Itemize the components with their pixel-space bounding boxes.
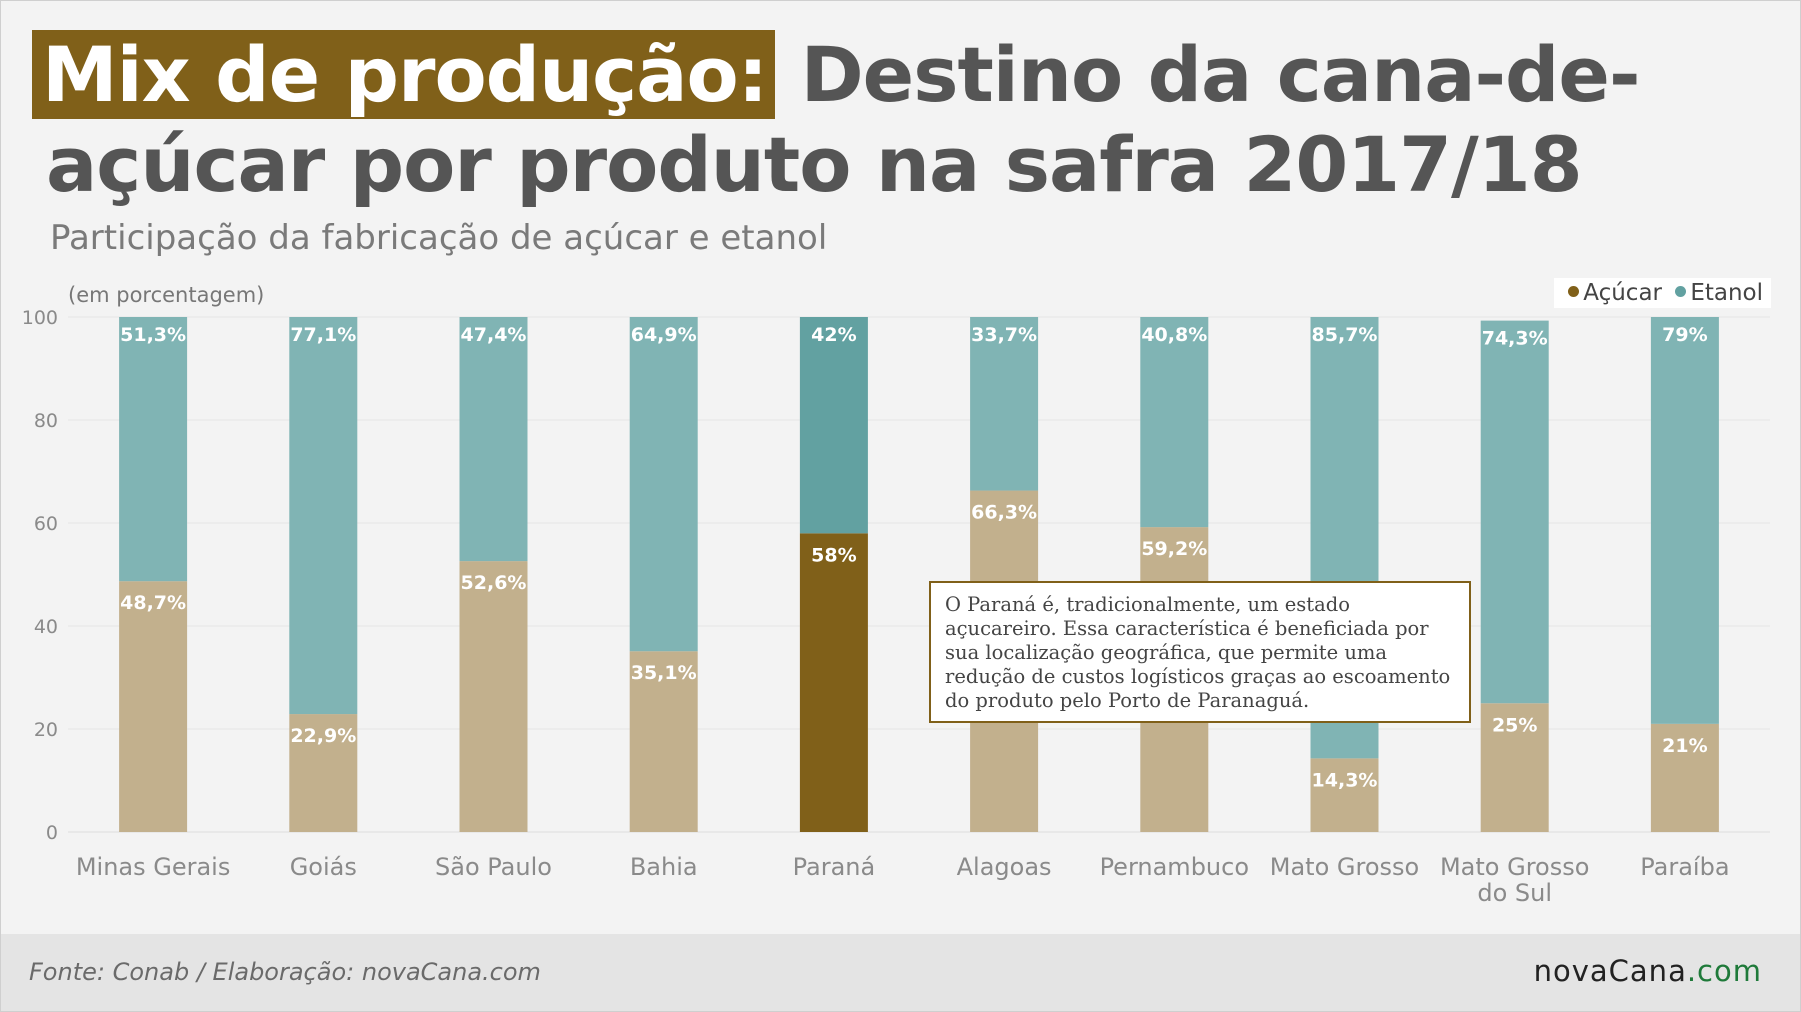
brand-suffix: .com [1686, 954, 1762, 988]
data-label-etanol: 47,4% [461, 324, 527, 346]
unit-note: (em porcentagem) [68, 283, 265, 307]
data-label-acucar: 21% [1662, 735, 1707, 757]
bar-etanol [629, 317, 698, 652]
data-label-acucar: 14,3% [1312, 769, 1378, 791]
bar-acucar [1650, 723, 1719, 832]
data-label-etanol: 42% [811, 324, 856, 346]
chart-subtitle: Participação da fabricação de açúcar e e… [50, 218, 828, 258]
data-label-acucar: 66,3% [971, 502, 1037, 524]
y-tick-label: 40 [34, 616, 58, 638]
source-text: Fonte: Conab / Elaboração: novaCana.com [29, 958, 541, 986]
data-label-etanol: 64,9% [631, 324, 697, 346]
bar-etanol [289, 317, 358, 715]
data-label-acucar: 22,9% [290, 725, 356, 747]
data-label-etanol: 74,3% [1482, 328, 1548, 350]
title-rest: Destino da cana-de-açúcar por produto na… [46, 30, 1641, 209]
data-label-etanol: 85,7% [1312, 324, 1378, 346]
y-tick-label: 80 [34, 410, 58, 432]
bar-etanol [1480, 320, 1549, 704]
bar-etanol [970, 317, 1039, 491]
data-label-etanol: 79% [1662, 324, 1707, 346]
y-tick-label: 60 [34, 513, 58, 535]
bar-acucar [289, 714, 358, 832]
data-label-acucar: 25% [1492, 714, 1537, 736]
x-tick-label: Mato Grosso [1270, 853, 1419, 881]
x-tick-label: Paraíba [1640, 853, 1729, 881]
x-tick-label: Goiás [290, 853, 357, 881]
x-tick-label: Mato Grosso do Sul [1440, 853, 1589, 907]
x-tick-label: Alagoas [957, 853, 1052, 881]
bar-chart: 0 20 40 60 80 100 48,7% 51,3% Minas Gerais 22,9% 7… [22, 307, 1770, 907]
bar-etanol [799, 317, 868, 534]
legend-dot-acucar [1568, 286, 1580, 297]
footer: Fonte: Conab / Elaboração: novaCana.com … [1, 934, 1800, 1011]
bar-acucar [629, 651, 698, 832]
data-label-etanol: 33,7% [971, 324, 1037, 346]
x-tick-label: Pernambuco [1100, 853, 1249, 881]
data-label-acucar: 48,7% [120, 592, 186, 614]
title-highlight: Mix de produção: [32, 30, 776, 119]
x-tick-label: São Paulo [435, 853, 552, 881]
bar-acucar [799, 533, 868, 832]
legend-item-acucar: Açúcar [1568, 280, 1669, 306]
brand-main: novaCana [1533, 954, 1687, 988]
y-tick-label: 0 [46, 822, 58, 844]
legend-dot-etanol [1675, 286, 1687, 297]
brand-logo: novaCana.com [1534, 954, 1762, 988]
legend: Açúcar Etanol [1554, 278, 1771, 308]
chart-title: Mix de produção: Destino da cana-de-açúc… [32, 30, 1766, 210]
bar-etanol [1650, 317, 1719, 724]
data-label-etanol: 40,8% [1141, 324, 1207, 346]
x-tick-label: Bahia [630, 853, 698, 881]
bar-acucar [1310, 758, 1379, 832]
legend-label-etanol: Etanol [1690, 280, 1763, 306]
y-tick-label: 100 [22, 307, 58, 329]
x-tick-label: Paraná [793, 853, 876, 881]
legend-item-etanol: Etanol [1675, 280, 1763, 306]
bar-etanol [1140, 317, 1209, 528]
annotation-box: O Paraná é, tradicionalmente, um estado … [929, 581, 1471, 723]
y-tick-label: 20 [34, 719, 58, 741]
bar-acucar [459, 561, 528, 832]
bar-acucar [119, 581, 188, 832]
data-label-etanol: 77,1% [290, 324, 356, 346]
legend-label-acucar: Açúcar [1583, 280, 1662, 306]
data-label-acucar: 59,2% [1141, 538, 1207, 560]
x-tick-label: Minas Gerais [76, 853, 231, 881]
data-label-acucar: 35,1% [631, 662, 697, 684]
data-label-etanol: 51,3% [120, 324, 186, 346]
bar-acucar [1480, 703, 1549, 832]
bar-etanol [459, 317, 528, 562]
data-label-acucar: 58% [811, 544, 856, 566]
data-label-acucar: 52,6% [461, 572, 527, 594]
bar-etanol [119, 317, 188, 582]
